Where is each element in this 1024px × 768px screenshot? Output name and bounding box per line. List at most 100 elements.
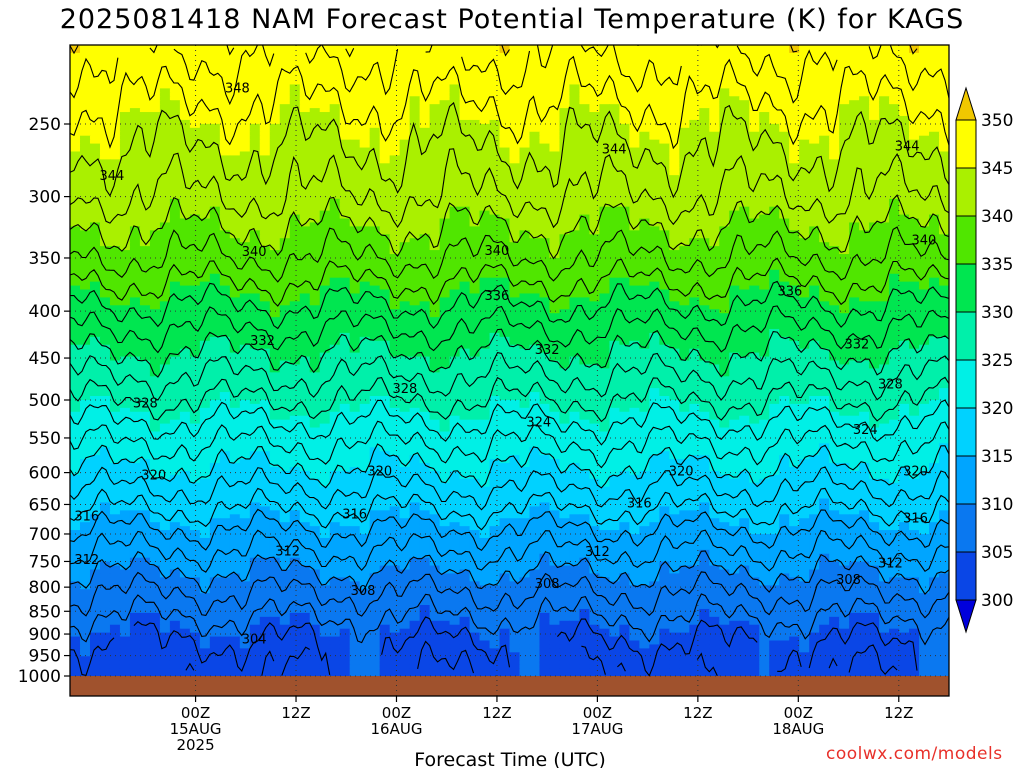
band-cell	[869, 108, 880, 113]
band-cell	[349, 175, 361, 180]
band-cell	[279, 143, 291, 149]
band-cell	[99, 214, 111, 220]
band-cell	[939, 119, 949, 125]
band-cell	[169, 108, 181, 113]
band-cell	[249, 265, 261, 271]
band-cell	[259, 222, 271, 228]
band-cell	[639, 88, 650, 93]
band-cell	[239, 119, 251, 125]
band-cell	[749, 84, 760, 89]
band-cell	[919, 183, 930, 188]
band-cell	[459, 175, 471, 180]
band-cell	[869, 261, 880, 267]
band-cell	[859, 76, 870, 82]
band-cell	[719, 135, 730, 141]
band-cell	[369, 171, 381, 176]
band-cell	[439, 234, 451, 239]
band-cell	[79, 127, 91, 133]
band-cell	[899, 194, 910, 200]
band-cell	[259, 84, 271, 89]
band-cell	[719, 257, 730, 263]
band-cell	[369, 147, 381, 153]
band-cell	[449, 167, 461, 172]
band-cell	[629, 147, 640, 153]
band-cell	[719, 179, 730, 184]
band-cell	[479, 127, 491, 133]
band-cell	[729, 60, 740, 66]
band-cell	[909, 80, 920, 86]
band-cell	[99, 72, 111, 78]
band-cell	[89, 226, 101, 231]
band-cell	[119, 175, 131, 180]
band-cell	[789, 56, 800, 62]
band-cell	[549, 261, 561, 267]
band-cell	[809, 155, 820, 160]
band-cell	[239, 214, 251, 220]
band-cell	[589, 202, 600, 208]
band-cell	[369, 214, 381, 220]
band-cell	[359, 104, 371, 109]
band-cell	[159, 104, 171, 109]
band-cell	[189, 265, 201, 271]
band-cell	[319, 64, 331, 70]
band-cell	[519, 80, 531, 86]
band-cell	[919, 194, 930, 200]
band-cell	[179, 202, 191, 208]
band-cell	[469, 108, 481, 113]
band-cell	[209, 186, 221, 192]
band-cell	[689, 183, 700, 188]
band-cell	[389, 84, 401, 89]
band-cell	[79, 250, 91, 255]
band-cell	[449, 218, 461, 224]
band-cell	[479, 64, 491, 70]
band-cell	[819, 68, 830, 74]
band-cell	[789, 167, 800, 172]
band-cell	[89, 254, 101, 259]
band-cell	[539, 183, 551, 188]
band-cell	[689, 56, 700, 62]
band-cell	[339, 175, 351, 180]
band-cell	[529, 226, 541, 231]
band-cell	[879, 48, 890, 54]
band-cell	[819, 194, 830, 200]
band-cell	[689, 104, 700, 109]
band-cell	[849, 206, 860, 212]
band-cell	[99, 257, 111, 263]
band-cell	[729, 127, 740, 133]
band-cell	[799, 48, 810, 54]
band-cell	[529, 218, 541, 224]
band-cell	[459, 76, 471, 82]
band-cell	[389, 175, 401, 180]
band-cell	[259, 127, 271, 133]
band-cell	[639, 76, 650, 82]
band-cell	[489, 127, 501, 133]
band-cell	[119, 92, 131, 97]
band-cell	[529, 202, 541, 208]
band-cell	[449, 234, 461, 239]
band-cell	[789, 254, 800, 259]
band-cell	[829, 230, 840, 235]
band-cell	[719, 250, 730, 255]
band-cell	[849, 52, 860, 58]
band-cell	[349, 226, 361, 231]
band-cell	[679, 143, 690, 149]
band-cell	[379, 183, 391, 188]
band-cell	[309, 45, 321, 50]
band-cell	[169, 60, 181, 66]
band-cell	[809, 135, 820, 141]
band-cell	[149, 206, 161, 212]
band-cell	[769, 254, 780, 259]
band-cell	[399, 123, 411, 129]
band-cell	[859, 100, 870, 105]
band-cell	[649, 92, 660, 97]
band-cell	[729, 265, 740, 271]
band-cell	[609, 88, 620, 93]
band-cell	[439, 257, 451, 263]
band-cell	[549, 167, 561, 172]
band-cell	[159, 84, 171, 89]
band-cell	[379, 265, 391, 271]
band-cell	[159, 115, 171, 121]
band-cell	[419, 68, 431, 74]
band-cell	[289, 84, 301, 89]
band-cell	[459, 143, 471, 149]
